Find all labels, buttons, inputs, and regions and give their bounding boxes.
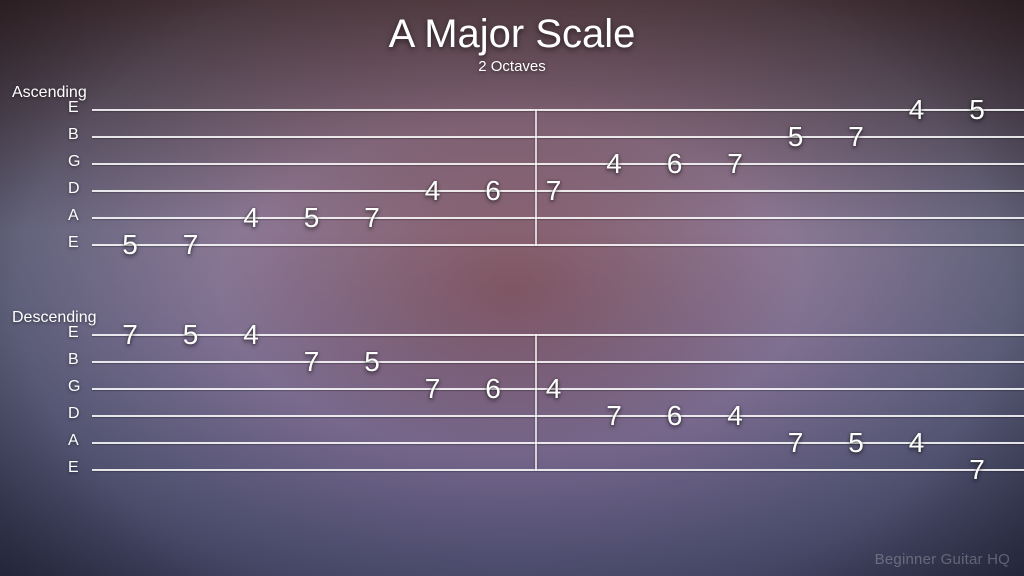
string-label: E: [68, 99, 79, 117]
fret-number: 6: [667, 148, 683, 180]
string-line: [92, 361, 1024, 363]
fret-number: 7: [727, 148, 743, 180]
string-label: A: [68, 207, 79, 225]
fret-number: 5: [364, 346, 380, 378]
section-label-descending: Descending: [12, 309, 97, 327]
fret-number: 7: [425, 373, 441, 405]
fret-number: 7: [304, 346, 320, 378]
fret-number: 5: [788, 121, 804, 153]
fret-number: 4: [606, 148, 622, 180]
string-line: [92, 217, 1024, 219]
fret-number: 7: [848, 121, 864, 153]
string-line: [92, 109, 1024, 111]
string-line: [92, 244, 1024, 246]
string-label: A: [68, 432, 79, 450]
fret-number: 4: [909, 94, 925, 126]
canvas: A Major Scale 2 Octaves Beginner Guitar …: [0, 0, 1024, 576]
fret-number: 4: [546, 373, 562, 405]
string-line: [92, 442, 1024, 444]
fret-number: 7: [183, 229, 199, 261]
string-label: D: [68, 405, 80, 423]
string-label: E: [68, 324, 79, 342]
watermark: Beginner Guitar HQ: [875, 551, 1010, 568]
string-label: G: [68, 378, 80, 396]
fret-number: 5: [304, 202, 320, 234]
measure-divider: [535, 109, 537, 246]
fret-number: 7: [969, 454, 985, 486]
fret-number: 6: [667, 400, 683, 432]
fret-number: 4: [425, 175, 441, 207]
fret-number: 7: [364, 202, 380, 234]
string-label: E: [68, 234, 79, 252]
fret-number: 7: [606, 400, 622, 432]
fret-number: 6: [485, 175, 501, 207]
page-title: A Major Scale: [0, 12, 1024, 57]
string-line: [92, 334, 1024, 336]
fret-number: 5: [969, 94, 985, 126]
fret-number: 6: [485, 373, 501, 405]
fret-number: 4: [243, 319, 259, 351]
string-line: [92, 163, 1024, 165]
measure-divider: [535, 334, 537, 471]
string-label: E: [68, 459, 79, 477]
fret-number: 4: [727, 400, 743, 432]
fret-number: 7: [546, 175, 562, 207]
fret-number: 7: [788, 427, 804, 459]
fret-number: 5: [848, 427, 864, 459]
string-label: G: [68, 153, 80, 171]
string-label: B: [68, 351, 79, 369]
page-subtitle: 2 Octaves: [0, 58, 1024, 75]
string-line: [92, 469, 1024, 471]
fret-number: 4: [909, 427, 925, 459]
string-label: B: [68, 126, 79, 144]
fret-number: 5: [183, 319, 199, 351]
string-line: [92, 136, 1024, 138]
string-line: [92, 415, 1024, 417]
fret-number: 5: [122, 229, 138, 261]
fret-number: 7: [122, 319, 138, 351]
fret-number: 4: [243, 202, 259, 234]
string-label: D: [68, 180, 80, 198]
